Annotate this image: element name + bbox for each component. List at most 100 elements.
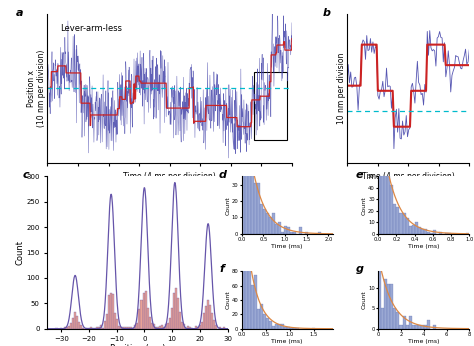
Bar bbox=[148, 317, 151, 329]
Bar bbox=[384, 159, 387, 234]
Bar bbox=[102, 328, 104, 329]
Bar bbox=[290, 328, 293, 329]
Bar bbox=[60, 328, 62, 329]
Bar bbox=[161, 325, 163, 329]
Bar bbox=[108, 295, 110, 329]
Bar bbox=[137, 323, 138, 329]
Bar bbox=[132, 328, 135, 329]
Bar bbox=[411, 225, 415, 234]
Bar bbox=[130, 327, 132, 329]
Bar bbox=[94, 328, 96, 329]
X-axis label: Time (4 ms per division): Time (4 ms per division) bbox=[362, 172, 455, 181]
Bar bbox=[242, 206, 245, 329]
Bar bbox=[78, 321, 80, 329]
Bar bbox=[391, 184, 393, 234]
Bar bbox=[100, 325, 102, 329]
Bar bbox=[163, 327, 165, 329]
Bar bbox=[272, 212, 275, 234]
Bar bbox=[197, 327, 199, 329]
Bar bbox=[266, 318, 269, 329]
Bar bbox=[418, 325, 421, 329]
Y-axis label: Count: Count bbox=[16, 240, 25, 265]
Bar bbox=[128, 327, 130, 329]
Bar bbox=[55, 328, 57, 329]
Bar bbox=[177, 298, 179, 329]
Bar bbox=[98, 327, 100, 329]
Bar bbox=[278, 222, 281, 234]
Bar bbox=[189, 327, 191, 329]
Bar bbox=[173, 293, 175, 329]
Bar bbox=[406, 218, 409, 234]
Bar bbox=[296, 328, 300, 329]
Bar bbox=[155, 327, 157, 329]
Text: f: f bbox=[219, 264, 224, 274]
Bar bbox=[424, 229, 427, 234]
Bar bbox=[466, 233, 469, 234]
Bar bbox=[409, 226, 411, 234]
Bar bbox=[448, 233, 451, 234]
X-axis label: Position (nm): Position (nm) bbox=[109, 344, 165, 346]
Bar bbox=[118, 326, 120, 329]
Bar bbox=[88, 328, 90, 329]
Y-axis label: Count: Count bbox=[362, 291, 367, 309]
Bar bbox=[175, 288, 177, 329]
Bar bbox=[430, 233, 433, 234]
Bar bbox=[257, 309, 260, 329]
Bar bbox=[281, 325, 284, 329]
Bar bbox=[427, 320, 430, 329]
Bar bbox=[427, 231, 430, 234]
Bar bbox=[127, 327, 128, 329]
Bar bbox=[266, 212, 269, 234]
Bar bbox=[391, 284, 393, 329]
Bar bbox=[415, 222, 418, 234]
Bar bbox=[257, 183, 260, 234]
Bar bbox=[104, 321, 106, 329]
Bar bbox=[219, 327, 221, 329]
Bar bbox=[70, 322, 72, 329]
Bar bbox=[205, 306, 207, 329]
Bar bbox=[251, 285, 254, 329]
Bar bbox=[92, 328, 94, 329]
Bar bbox=[421, 325, 424, 329]
Bar bbox=[378, 126, 381, 234]
Bar bbox=[418, 227, 421, 234]
Bar bbox=[381, 308, 384, 329]
Bar bbox=[195, 326, 197, 329]
Bar bbox=[153, 324, 155, 329]
Bar bbox=[207, 300, 210, 329]
Bar bbox=[110, 293, 112, 329]
Bar bbox=[402, 213, 406, 234]
Bar bbox=[72, 318, 74, 329]
Text: g: g bbox=[356, 264, 364, 274]
Bar bbox=[318, 232, 320, 234]
X-axis label: Time (ms): Time (ms) bbox=[408, 339, 439, 344]
Bar bbox=[201, 322, 203, 329]
Bar bbox=[290, 232, 293, 234]
Bar bbox=[167, 322, 169, 329]
Bar bbox=[112, 294, 114, 329]
Bar bbox=[159, 326, 161, 329]
Bar bbox=[74, 312, 76, 329]
Bar bbox=[305, 232, 309, 234]
Bar bbox=[269, 218, 272, 234]
Bar bbox=[421, 229, 424, 234]
Y-axis label: Position x
(10 nm per division): Position x (10 nm per division) bbox=[27, 49, 46, 127]
Bar bbox=[213, 320, 215, 329]
Bar bbox=[223, 327, 226, 329]
Bar bbox=[90, 327, 92, 329]
X-axis label: Time (ms): Time (ms) bbox=[272, 244, 303, 249]
Bar bbox=[409, 316, 411, 329]
Bar bbox=[254, 183, 257, 234]
Bar bbox=[179, 312, 181, 329]
Bar bbox=[191, 328, 193, 329]
Text: a: a bbox=[16, 8, 23, 18]
Bar bbox=[181, 322, 183, 329]
Bar bbox=[146, 308, 148, 329]
Bar bbox=[254, 275, 257, 329]
Bar bbox=[124, 327, 127, 329]
Bar bbox=[263, 313, 266, 329]
Bar bbox=[143, 293, 145, 329]
Bar bbox=[151, 323, 153, 329]
Bar bbox=[185, 328, 187, 329]
Bar bbox=[393, 204, 396, 234]
